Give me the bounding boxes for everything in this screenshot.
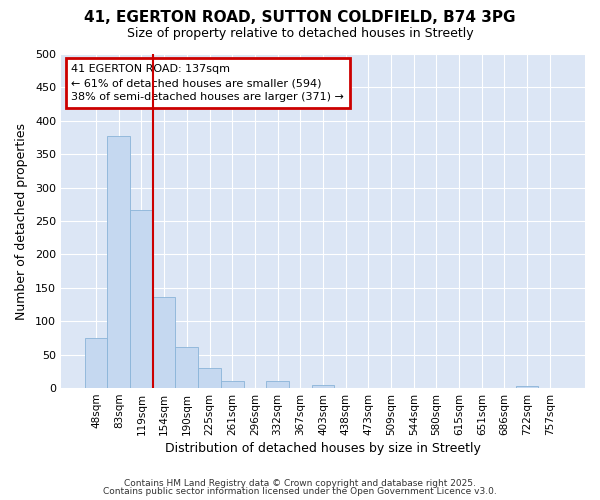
- Bar: [198, 368, 221, 388]
- X-axis label: Distribution of detached houses by size in Streetly: Distribution of detached houses by size …: [165, 442, 481, 455]
- Bar: [107, 136, 130, 388]
- Bar: [221, 382, 244, 388]
- Text: 41 EGERTON ROAD: 137sqm
← 61% of detached houses are smaller (594)
38% of semi-d: 41 EGERTON ROAD: 137sqm ← 61% of detache…: [71, 64, 344, 102]
- Y-axis label: Number of detached properties: Number of detached properties: [15, 122, 28, 320]
- Bar: [153, 296, 175, 388]
- Bar: [516, 386, 538, 388]
- Bar: [266, 382, 289, 388]
- Text: 41, EGERTON ROAD, SUTTON COLDFIELD, B74 3PG: 41, EGERTON ROAD, SUTTON COLDFIELD, B74 …: [84, 10, 516, 25]
- Bar: [311, 384, 334, 388]
- Text: Size of property relative to detached houses in Streetly: Size of property relative to detached ho…: [127, 28, 473, 40]
- Bar: [130, 210, 153, 388]
- Bar: [85, 338, 107, 388]
- Text: Contains public sector information licensed under the Open Government Licence v3: Contains public sector information licen…: [103, 487, 497, 496]
- Bar: [175, 346, 198, 388]
- Text: Contains HM Land Registry data © Crown copyright and database right 2025.: Contains HM Land Registry data © Crown c…: [124, 478, 476, 488]
